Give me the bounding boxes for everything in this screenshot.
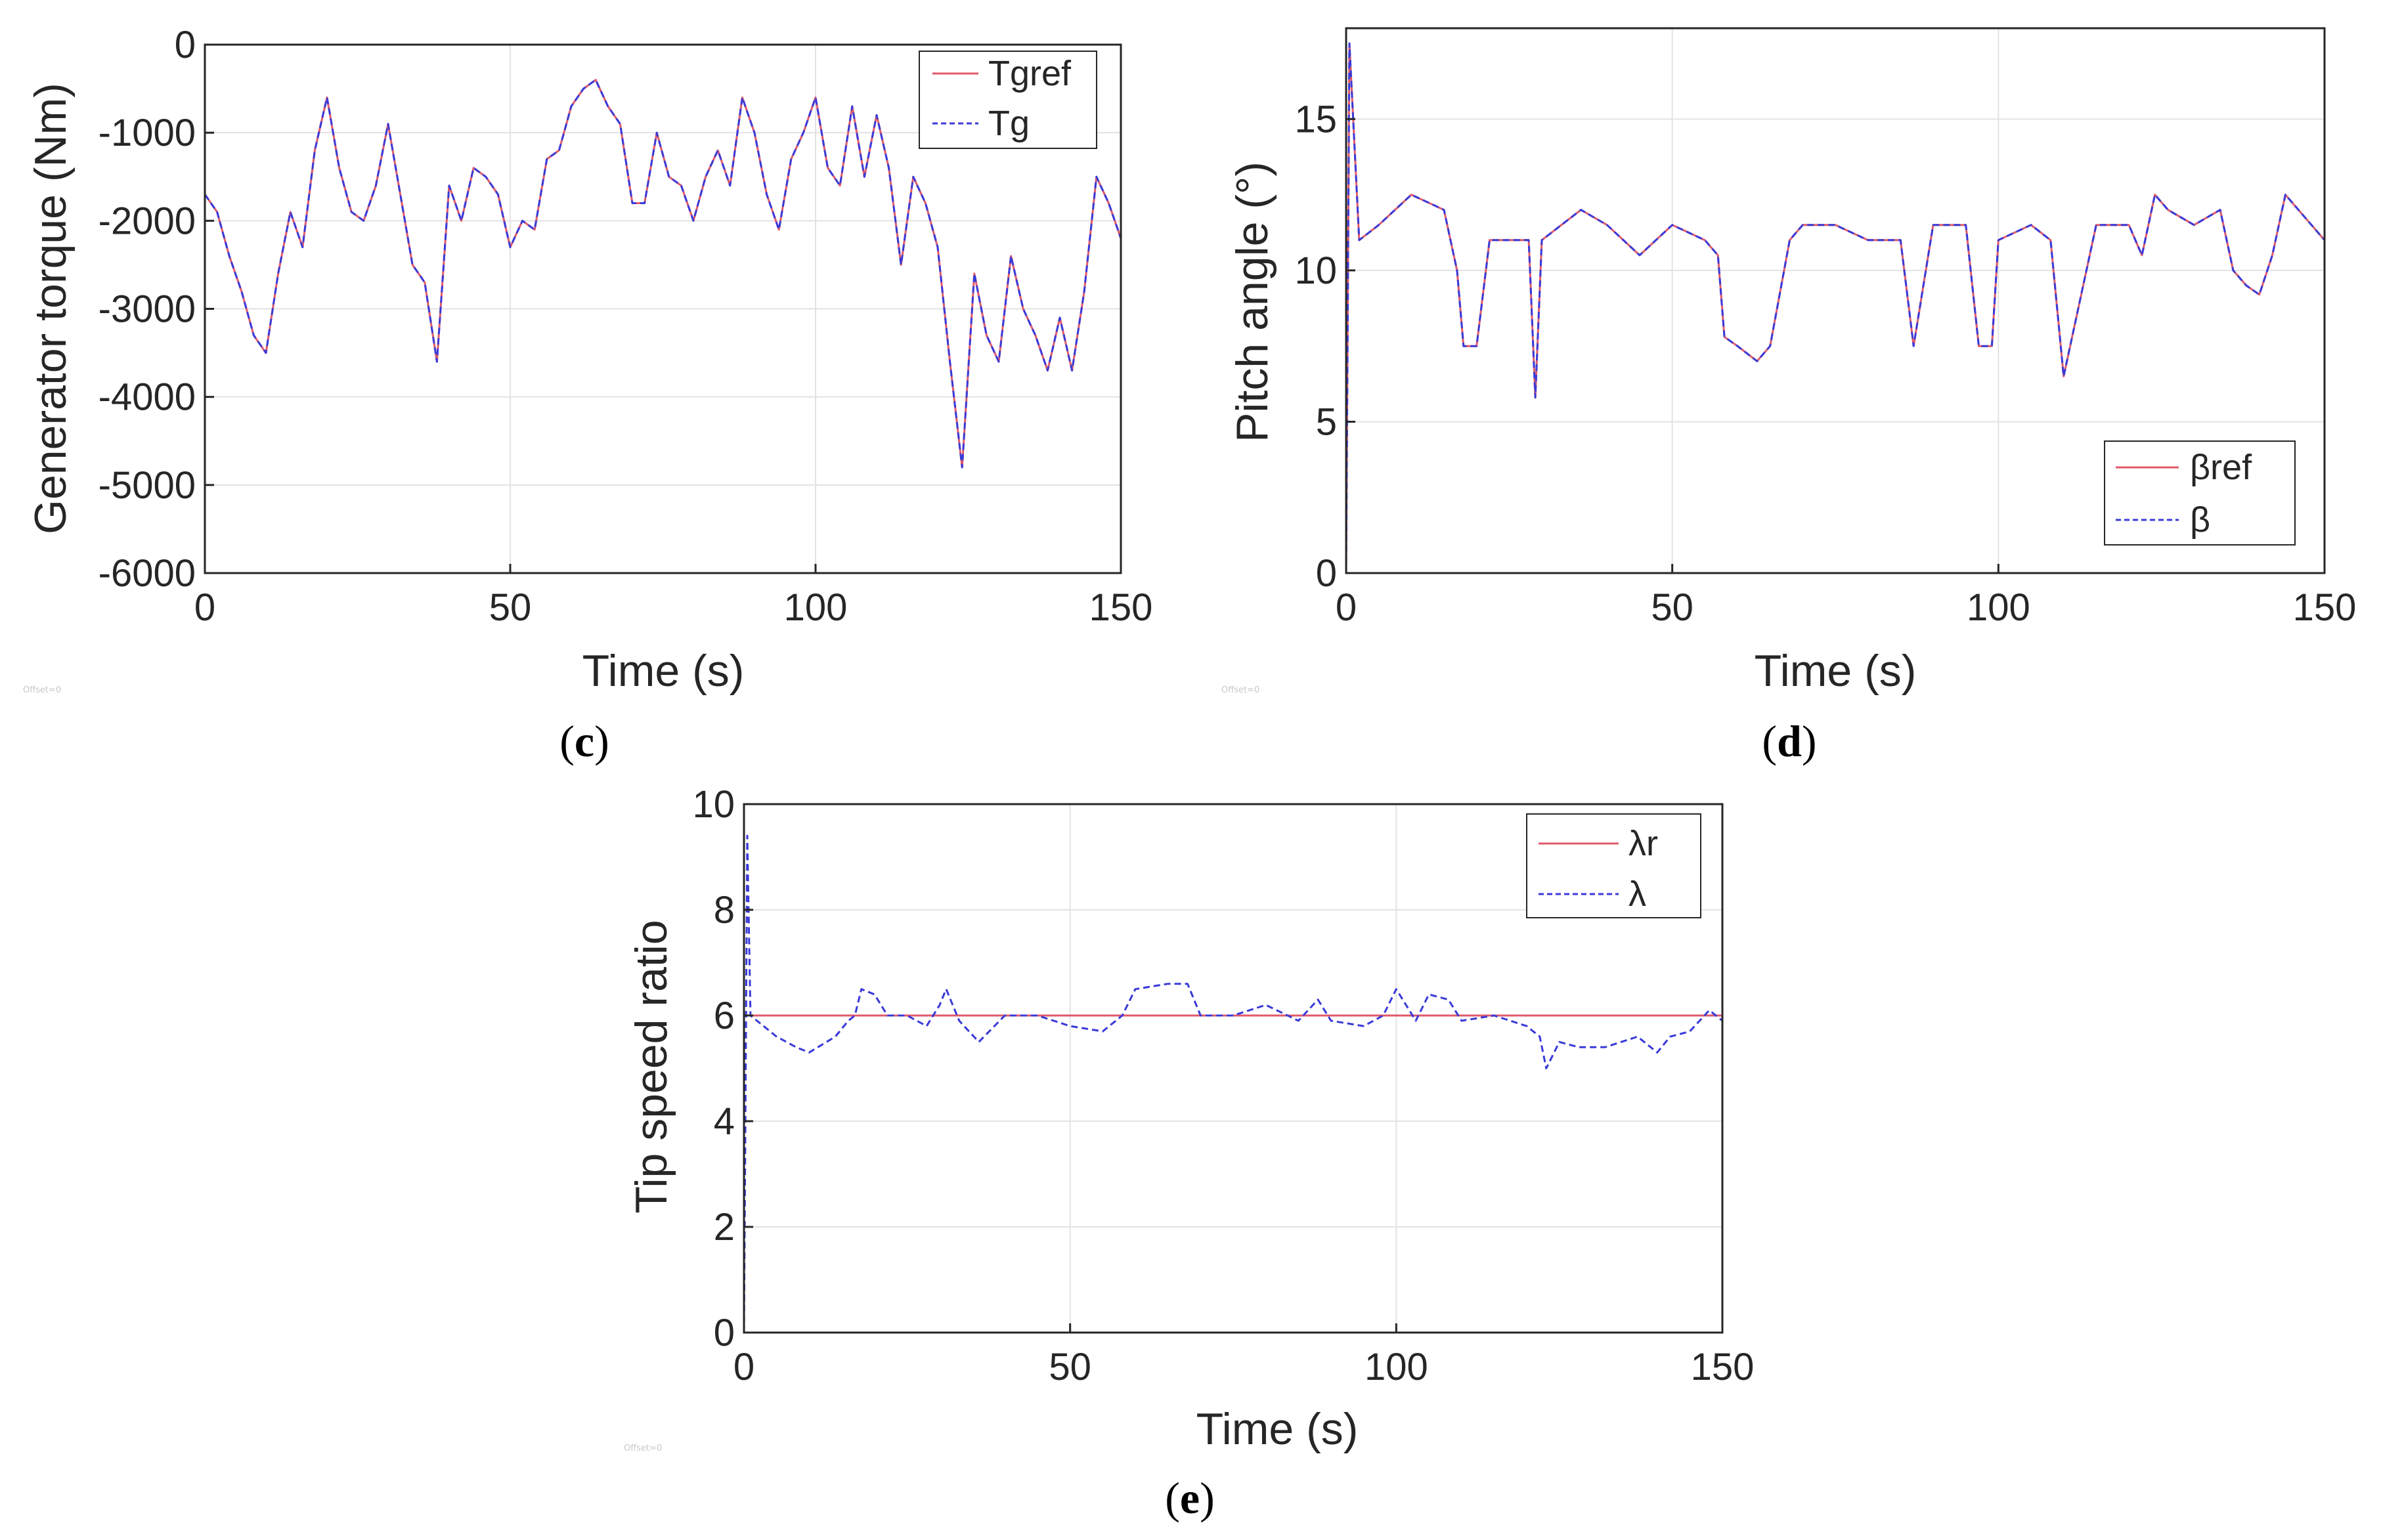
plot-e-xtick-label: 150 <box>1691 1346 1755 1388</box>
legend-e-ref-label: λr <box>1628 824 1658 863</box>
legend-c-box <box>919 51 1097 149</box>
plot-d-ylabel: Pitch angle (°) <box>1227 161 1277 442</box>
plot-d-frame <box>1345 27 2326 574</box>
plot-d-ytick-label: 0 <box>1316 552 1337 595</box>
caption-d: (d) <box>1762 716 1816 766</box>
legend-d-meas-label: β <box>2190 500 2210 540</box>
plot-d-ticks: 0 50 100 150 0 5 10 15 <box>1294 98 2356 629</box>
plot-c-ytick-label: -1000 <box>98 112 196 154</box>
plot-e-xtick-label: 0 <box>733 1346 754 1388</box>
plot-c-legend: Tgref Tg <box>919 51 1097 149</box>
panel-e: 0 50 100 150 0 2 4 6 8 10 Time (s) Tip speed rati… <box>624 783 1754 1523</box>
plot-c-xtick-label: 100 <box>784 586 848 629</box>
plot-d-xlabel: Time (s) <box>1755 646 1917 696</box>
caption-e: (e) <box>1165 1473 1215 1523</box>
plot-e-ytick-label: 4 <box>714 1100 735 1143</box>
plot-c-xtick-label: 0 <box>194 586 215 629</box>
plot-e-legend: λr λ <box>1526 813 1701 918</box>
plot-d-ytick-label: 5 <box>1316 400 1337 443</box>
plot-d-offset-note: Offset=0 <box>1221 685 1259 695</box>
caption-c: (c) <box>559 716 609 766</box>
plot-d-xtick-label: 100 <box>1967 586 2030 629</box>
plot-e-ytick-label: 6 <box>714 995 735 1037</box>
plot-c-ytick-label: -2000 <box>98 200 196 242</box>
plot-e-ytick-label: 8 <box>714 889 735 931</box>
plot-c-xtick-label: 150 <box>1089 586 1153 629</box>
plot-d-ytick-label: 15 <box>1294 98 1337 140</box>
plot-c-offset-note: Offset=0 <box>23 685 61 695</box>
plot-d-ytick-label: 10 <box>1294 249 1337 292</box>
plot-e-ticks: 0 50 100 150 0 2 4 6 8 10 <box>692 783 1754 1388</box>
plot-e-ylabel: Tip speed ratio <box>626 920 676 1213</box>
plot-c-ytick-label: -4000 <box>98 376 196 419</box>
plot-c-ytick-label: -5000 <box>98 464 196 507</box>
plot-c-ytick-label: 0 <box>175 24 196 66</box>
plot-d-xtick-label: 50 <box>1651 586 1693 629</box>
legend-c-meas-label: Tg <box>988 104 1030 143</box>
legend-c-ref-label: Tgref <box>988 54 1072 93</box>
plot-c-ylabel: Generator torque (Nm) <box>26 83 76 534</box>
plot-e-ytick-label: 10 <box>692 783 735 826</box>
plot-c-xtick-label: 50 <box>489 586 532 629</box>
plot-e-ytick-label: 0 <box>714 1312 735 1354</box>
legend-e-meas-label: λ <box>1628 874 1646 914</box>
plot-d-series <box>1345 42 2326 574</box>
plot-e-series <box>743 834 1723 1333</box>
plot-d-legend: βref β <box>2104 440 2296 545</box>
plot-e-xtick-label: 50 <box>1049 1346 1091 1388</box>
caption-d-letter: d <box>1777 716 1802 766</box>
panel-c: 0 50 100 150 0 -1000 -2000 -3000 -4000 -5000 -6000… <box>23 24 1152 766</box>
legend-d-box <box>2104 440 2296 545</box>
caption-e-letter: e <box>1180 1473 1200 1523</box>
legend-e-box <box>1526 813 1701 918</box>
plot-e-xlabel: Time (s) <box>1196 1404 1359 1454</box>
plot-c-series <box>204 79 1122 469</box>
plot-d-xtick-label: 0 <box>1336 586 1357 629</box>
legend-d-ref-label: βref <box>2190 448 2252 487</box>
caption-c-letter: c <box>575 716 594 766</box>
plot-c-xlabel: Time (s) <box>582 646 745 696</box>
plot-e-ytick-label: 2 <box>714 1206 735 1249</box>
panel-d: 0 50 100 150 0 5 10 15 Time (s) Pitch angle (°)… <box>1221 27 2356 766</box>
plot-d-series-measured-line <box>1345 42 2326 574</box>
plot-d-xtick-label: 150 <box>2293 586 2357 629</box>
plot-c-ticks: 0 50 100 150 0 -1000 -2000 -3000 -4000 -5000 -6000 <box>98 24 1153 629</box>
plot-c-series-measured-line <box>204 79 1122 469</box>
plot-c-ytick-label: -6000 <box>98 552 196 595</box>
plot-c-ytick-label: -3000 <box>98 288 196 331</box>
plot-e-offset-note: Offset=0 <box>624 1444 662 1453</box>
plot-e-frame <box>743 803 1724 1334</box>
plot-e-series-measured-line <box>743 834 1723 1333</box>
plot-e-xtick-label: 100 <box>1365 1346 1428 1388</box>
